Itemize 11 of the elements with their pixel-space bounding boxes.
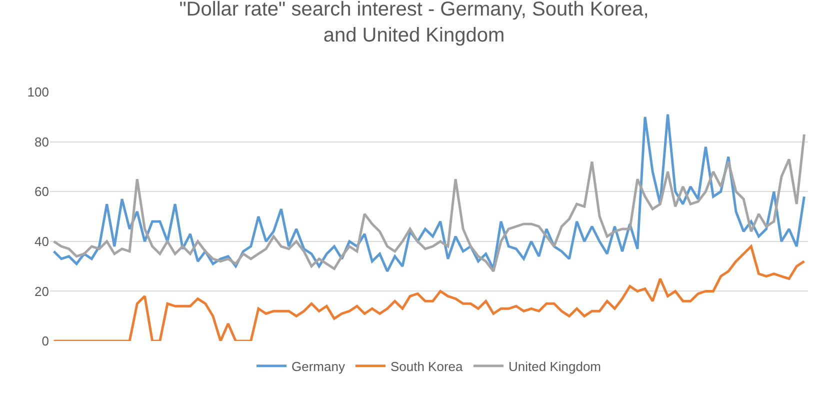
chart-title: "Dollar rate" search interest - Germany, South Korea, and United Kingdom bbox=[179, 0, 649, 47]
legend-label: United Kingdom bbox=[508, 358, 602, 374]
legend-label: Germany bbox=[292, 358, 346, 374]
y-tick-label: 100 bbox=[27, 84, 49, 100]
y-tick-label: 80 bbox=[34, 134, 49, 150]
y-tick-label: 60 bbox=[34, 184, 49, 200]
y-tick-label: 0 bbox=[42, 334, 49, 349]
y-tick-label: 20 bbox=[34, 284, 49, 299]
y-tick-label: 40 bbox=[34, 234, 49, 249]
line-series bbox=[52, 245, 806, 341]
legend-label: South Korea bbox=[390, 358, 464, 374]
